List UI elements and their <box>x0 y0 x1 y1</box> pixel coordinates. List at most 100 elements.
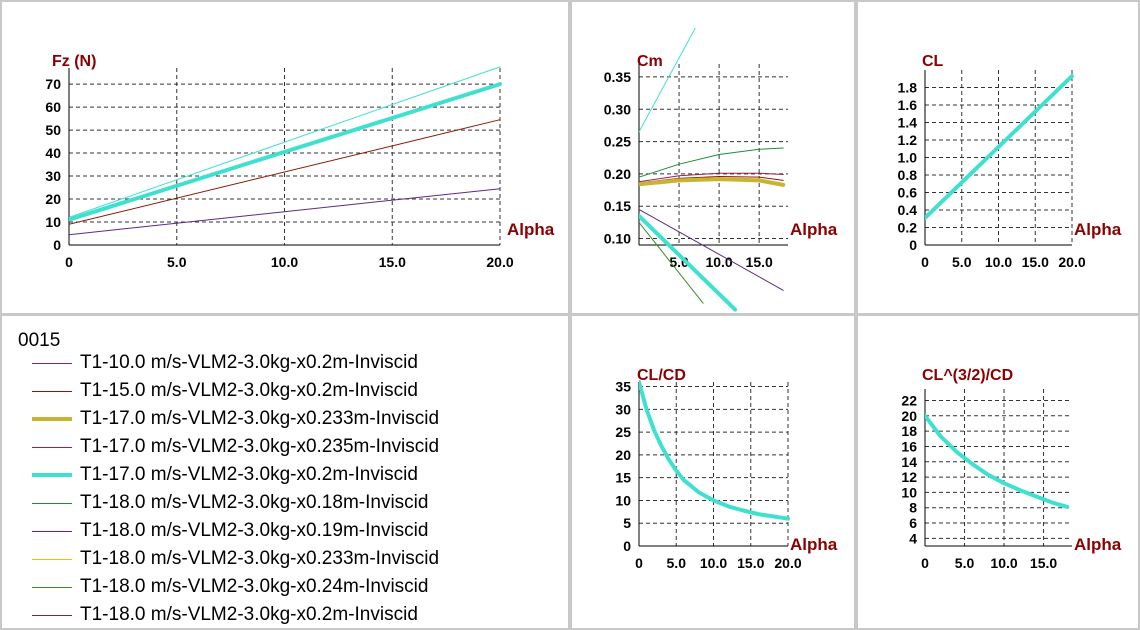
x-tick-label: 5.0 <box>167 254 187 270</box>
y-tick-label: 0.15 <box>604 198 631 214</box>
x-tick-label: 20.0 <box>1058 254 1085 270</box>
y-tick-label: 1.6 <box>898 97 918 113</box>
y-tick-label: 30 <box>615 401 631 417</box>
legend-item: T1-18.0 m/s-VLM2-3.0kg-x0.18m-Inviscid <box>32 490 428 516</box>
chart-title: Cm <box>637 53 663 70</box>
legend-swatch <box>32 417 72 421</box>
clcd-chart-panel: 0 5 10 15 20 25 30 35 0 5.0 10.0 15.0 20.0 CL/CD Alpha <box>570 314 856 630</box>
y-tick-label: 30 <box>45 168 61 184</box>
series-line <box>69 82 502 222</box>
series-line <box>639 208 784 291</box>
legend-item: T1-18.0 m/s-VLM2-3.0kg-x0.2m-Inviscid <box>32 602 418 628</box>
x-axis-label: Alpha <box>1074 535 1122 554</box>
y-tick-label: 10 <box>615 492 631 508</box>
series-group <box>925 74 1074 220</box>
y-tick-label: 6 <box>909 515 917 531</box>
x-tick-label: 10.0 <box>700 555 727 571</box>
chart-title: CL/CD <box>637 367 686 384</box>
y-tick-label: 0.25 <box>604 134 631 150</box>
y-tick-label: 20 <box>45 191 61 207</box>
y-tick-label: 5 <box>623 515 631 531</box>
series-line <box>639 213 738 312</box>
legend-swatch <box>32 530 72 532</box>
legend-panel: 0015 T1-10.0 m/s-VLM2-3.0kg-x0.2m-Invisc… <box>0 314 570 630</box>
x-axis-label: Alpha <box>790 220 838 239</box>
x-tick-label: 0 <box>635 555 643 571</box>
fz-chart: 0 10 20 30 40 50 60 70 0 5.0 10.0 15.0 20.0 Fz (N) Alp… <box>45 53 554 270</box>
chart-title: CL <box>922 53 944 70</box>
series-line <box>69 119 501 225</box>
y-tick-label: 22 <box>901 392 917 408</box>
x-tick-label: 10.0 <box>271 254 298 270</box>
x-tick-label: 15.0 <box>746 254 773 270</box>
y-tick-label: 0 <box>623 538 631 554</box>
x-tick-label: 0 <box>921 555 929 571</box>
y-tick-label: 20 <box>615 447 631 463</box>
series-line <box>639 27 696 133</box>
series-line <box>639 221 704 304</box>
y-tick-label: 0.4 <box>898 202 918 218</box>
y-tick-label: 0.35 <box>604 69 631 85</box>
y-tick-label: 4 <box>909 530 917 546</box>
chart-title: Fz (N) <box>52 53 96 70</box>
legend-item: T1-17.0 m/s-VLM2-3.0kg-x0.2m-Inviscid <box>32 462 418 488</box>
x-tick-label: 15.0 <box>1030 555 1057 571</box>
x-tick-label: 20.0 <box>774 555 801 571</box>
y-tick-label: 40 <box>45 145 61 161</box>
legend-label: T1-17.0 m/s-VLM2-3.0kg-x0.2m-Inviscid <box>80 464 418 485</box>
x-tick-label: 15.0 <box>379 254 406 270</box>
y-tick-label: 0.10 <box>604 231 631 247</box>
y-tick-label: 0.2 <box>898 220 918 236</box>
legend-swatch <box>32 502 72 504</box>
series-line <box>639 177 786 187</box>
y-tick-label: 0.6 <box>898 185 918 201</box>
series-line <box>925 74 1074 220</box>
legend-label: T1-18.0 m/s-VLM2-3.0kg-x0.233m-Inviscid <box>80 548 440 569</box>
cl-chart: 00.20.40.60.81.01.21.41.61.80 5.0 10.0 15.0… <box>898 53 1122 270</box>
y-tick-label: 1.2 <box>898 132 918 148</box>
x-axis-label: Alpha <box>1074 220 1122 239</box>
legend-item: T1-15.0 m/s-VLM2-3.0kg-x0.2m-Inviscid <box>32 378 418 404</box>
y-tick-label: 1.4 <box>898 115 918 131</box>
x-tick-label: 0 <box>921 254 929 270</box>
x-tick-label: 10.0 <box>985 254 1012 270</box>
y-tick-label: 12 <box>901 469 917 485</box>
y-tick-label: 8 <box>909 500 917 516</box>
x-tick-label: 20.0 <box>486 254 513 270</box>
series-group <box>639 27 786 312</box>
chart-title: CL^(3/2)/CD <box>922 367 1013 384</box>
legend-item: T1-18.0 m/s-VLM2-3.0kg-x0.24m-Inviscid <box>32 574 428 600</box>
legend-title: 0015 <box>18 330 61 351</box>
y-tick-label: 1.0 <box>898 150 918 166</box>
cl32cd-chart-panel: 4 6 8 10 12 14 16 18 20 22 0 5.0 10.0 15.0 CL^(3/2)/CD… <box>856 314 1140 630</box>
series-line <box>69 188 501 236</box>
y-tick-label: 0 <box>53 237 61 253</box>
y-tick-label: 0.20 <box>604 166 631 182</box>
y-tick-label: 14 <box>901 454 917 470</box>
legend-swatch <box>32 586 72 588</box>
legend-item: T1-17.0 m/s-VLM2-3.0kg-x0.233m-Inviscid <box>32 406 439 432</box>
x-tick-label: 15.0 <box>1022 254 1049 270</box>
series-group <box>639 380 790 521</box>
legend-label: T1-18.0 m/s-VLM2-3.0kg-x0.19m-Inviscid <box>80 520 429 541</box>
legend-item: T1-18.0 m/s-VLM2-3.0kg-x0.233m-Inviscid <box>32 546 439 572</box>
fz-chart-panel: 0 10 20 30 40 50 60 70 0 5.0 10.0 15.0 20.0 Fz (N) Alp… <box>0 0 570 315</box>
y-tick-label: 1.8 <box>898 80 918 96</box>
y-tick-label: 10 <box>45 214 61 230</box>
cm-chart-panel: 0.10 0.15 0.20 0.25 0.30 0.35 5.0 10.0 15.0 Cm Alp… <box>570 0 856 315</box>
cm-chart: 0.100.150.200.250.300.355.0 10.0 15.0CmAlp… <box>604 27 838 312</box>
legend-swatch <box>32 446 72 448</box>
y-tick-label: 0.30 <box>604 101 631 117</box>
legend-swatch <box>32 473 72 477</box>
cl-chart-panel: 0 0.2 0.4 0.6 0.8 1.0 1.2 1.4 1.6 1.8 0 5.0 10.0 15.0… <box>856 0 1140 315</box>
y-tick-label: 35 <box>615 379 631 395</box>
legend-label: T1-10.0 m/s-VLM2-3.0kg-x0.2m-Inviscid <box>80 352 418 373</box>
legend-item: T1-10.0 m/s-VLM2-3.0kg-x0.2m-Inviscid <box>32 350 418 376</box>
x-axis-label: Alpha <box>790 535 838 554</box>
y-tick-label: 60 <box>45 99 61 115</box>
y-tick-label: 70 <box>45 76 61 92</box>
y-tick-label: 16 <box>901 438 917 454</box>
legend-label: T1-17.0 m/s-VLM2-3.0kg-x0.233m-Inviscid <box>80 408 440 429</box>
y-tick-label: 18 <box>901 423 917 439</box>
